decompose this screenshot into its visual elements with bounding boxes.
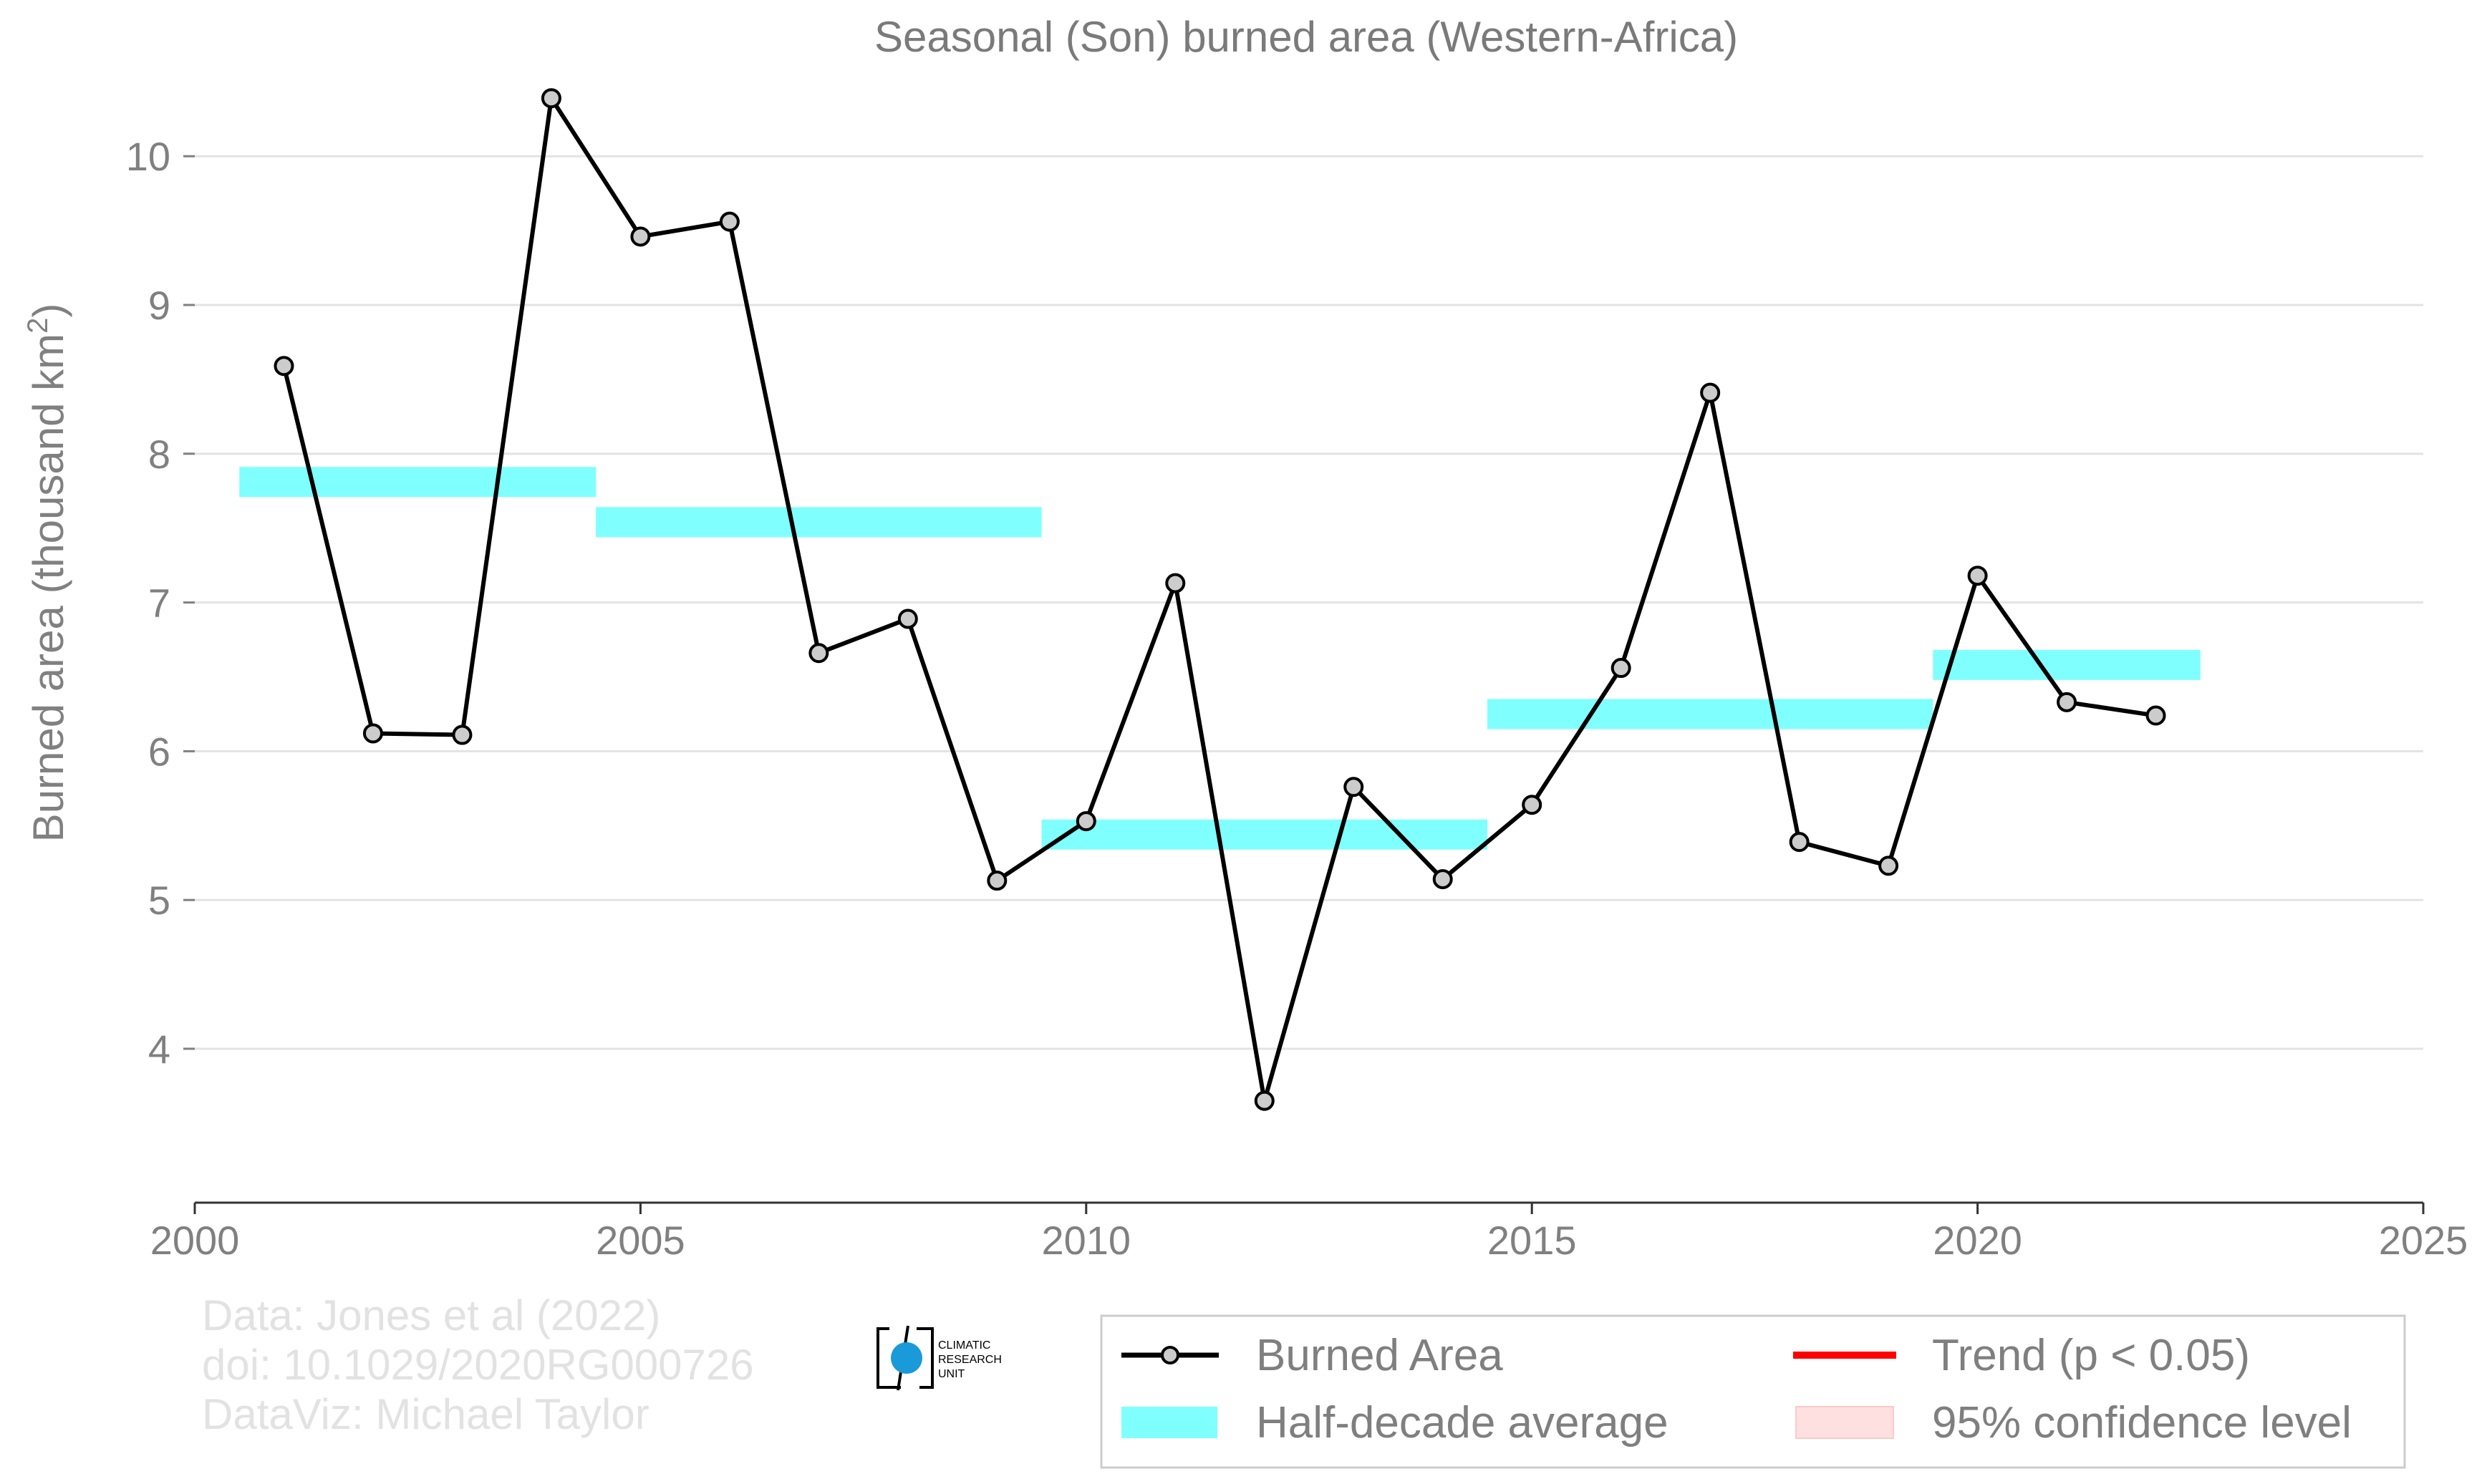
x-tick-label-2025: 2025 — [2379, 1218, 2468, 1263]
data-point-2013 — [1343, 777, 1364, 797]
y-axis-label: Burned area (thousand km2) — [22, 304, 72, 843]
data-point-2002 — [362, 723, 383, 744]
y-tick-label-7: 7 — [148, 581, 170, 626]
x-tick-label-2020: 2020 — [1933, 1218, 2022, 1263]
legend-trend-label: Trend (p < 0.05) — [1932, 1331, 2250, 1380]
half-decade-band-3 — [1487, 699, 1933, 729]
x-tick-label-2015: 2015 — [1487, 1218, 1577, 1263]
half-decade-band-2 — [1041, 819, 1487, 850]
y-tick-label-10: 10 — [126, 134, 170, 179]
data-point-2018 — [1789, 832, 1810, 853]
data-point-2008 — [897, 608, 918, 629]
data-point-2017 — [1700, 382, 1721, 403]
legend: Burned Area Trend (p < 0.05) Half-decade… — [1100, 1314, 2406, 1469]
burned-area-line — [281, 96, 2157, 1103]
y-tick-label-9: 9 — [148, 283, 170, 328]
data-point-2011 — [1165, 573, 1186, 593]
data-point-2010 — [1076, 811, 1096, 832]
legend-confidence-label: 95% confidence level — [1932, 1398, 2352, 1447]
y-tick-label-8: 8 — [148, 432, 170, 477]
half-decade-band-4 — [1933, 649, 2201, 680]
y-axis-label-superscript: 2 — [22, 318, 54, 334]
y-tick-label-6: 6 — [148, 729, 170, 774]
burned-area-series — [274, 88, 2166, 1111]
legend-half-decade-label: Half-decade average — [1256, 1398, 1669, 1447]
half-decade-band-0 — [239, 467, 597, 498]
half-decade-bands — [239, 467, 2201, 850]
cru-logo: CLIMATIC RESEARCH UNIT — [877, 1325, 1002, 1391]
x-tick-label-2005: 2005 — [596, 1218, 685, 1263]
credit-line-1: Data: Jones et al (2022) — [202, 1291, 660, 1339]
legend-burned-area-marker — [1161, 1346, 1179, 1364]
legend-burned-area-label: Burned Area — [1256, 1331, 1503, 1380]
data-point-2014 — [1432, 869, 1453, 890]
data-point-2019 — [1878, 855, 1899, 876]
data-point-2020 — [1967, 566, 1988, 586]
logo-text-3: UNIT — [938, 1368, 965, 1380]
credit-line-3: DataViz: Michael Taylor — [202, 1390, 649, 1438]
legend-frame — [1100, 1314, 2406, 1469]
legend-half-decade-swatch — [1121, 1407, 1217, 1438]
data-point-2021 — [2057, 692, 2077, 712]
y-tick-label-5: 5 — [148, 878, 170, 923]
x-tick-label-2000: 2000 — [150, 1218, 240, 1263]
legend-confidence-swatch — [1795, 1406, 1894, 1439]
credit-line-2: doi: 10.1029/2020RG000726 — [202, 1341, 754, 1389]
data-point-2006 — [719, 211, 740, 232]
logo-text-1: CLIMATIC — [938, 1339, 990, 1352]
half-decade-band-1 — [596, 507, 1042, 538]
data-point-2022 — [2145, 705, 2166, 726]
data-point-2009 — [987, 870, 1008, 891]
x-tick-label-2010: 2010 — [1042, 1218, 1131, 1263]
logo-text-2: RESEARCH — [938, 1354, 1002, 1366]
data-point-2003 — [452, 724, 473, 745]
data-point-2005 — [630, 226, 651, 247]
gridlines — [195, 155, 2423, 1050]
credits: Data: Jones et al (2022) doi: 10.1029/20… — [202, 1291, 754, 1438]
y-tick-label-4: 4 — [148, 1027, 170, 1072]
data-point-2012 — [1254, 1090, 1275, 1111]
data-point-2016 — [1610, 658, 1631, 679]
x-axis: 2000 2005 2010 2015 2020 2025 — [150, 1201, 2468, 1263]
globe-icon — [891, 1342, 922, 1374]
data-point-2015 — [1522, 795, 1542, 815]
chart-title: Seasonal (Son) burned area (Western-Afri… — [874, 13, 1738, 61]
data-point-2004 — [541, 88, 561, 109]
data-point-2001 — [274, 356, 294, 377]
y-axis-ticks: 4 5 6 7 8 9 10 — [126, 134, 195, 1072]
data-point-2007 — [808, 643, 829, 664]
